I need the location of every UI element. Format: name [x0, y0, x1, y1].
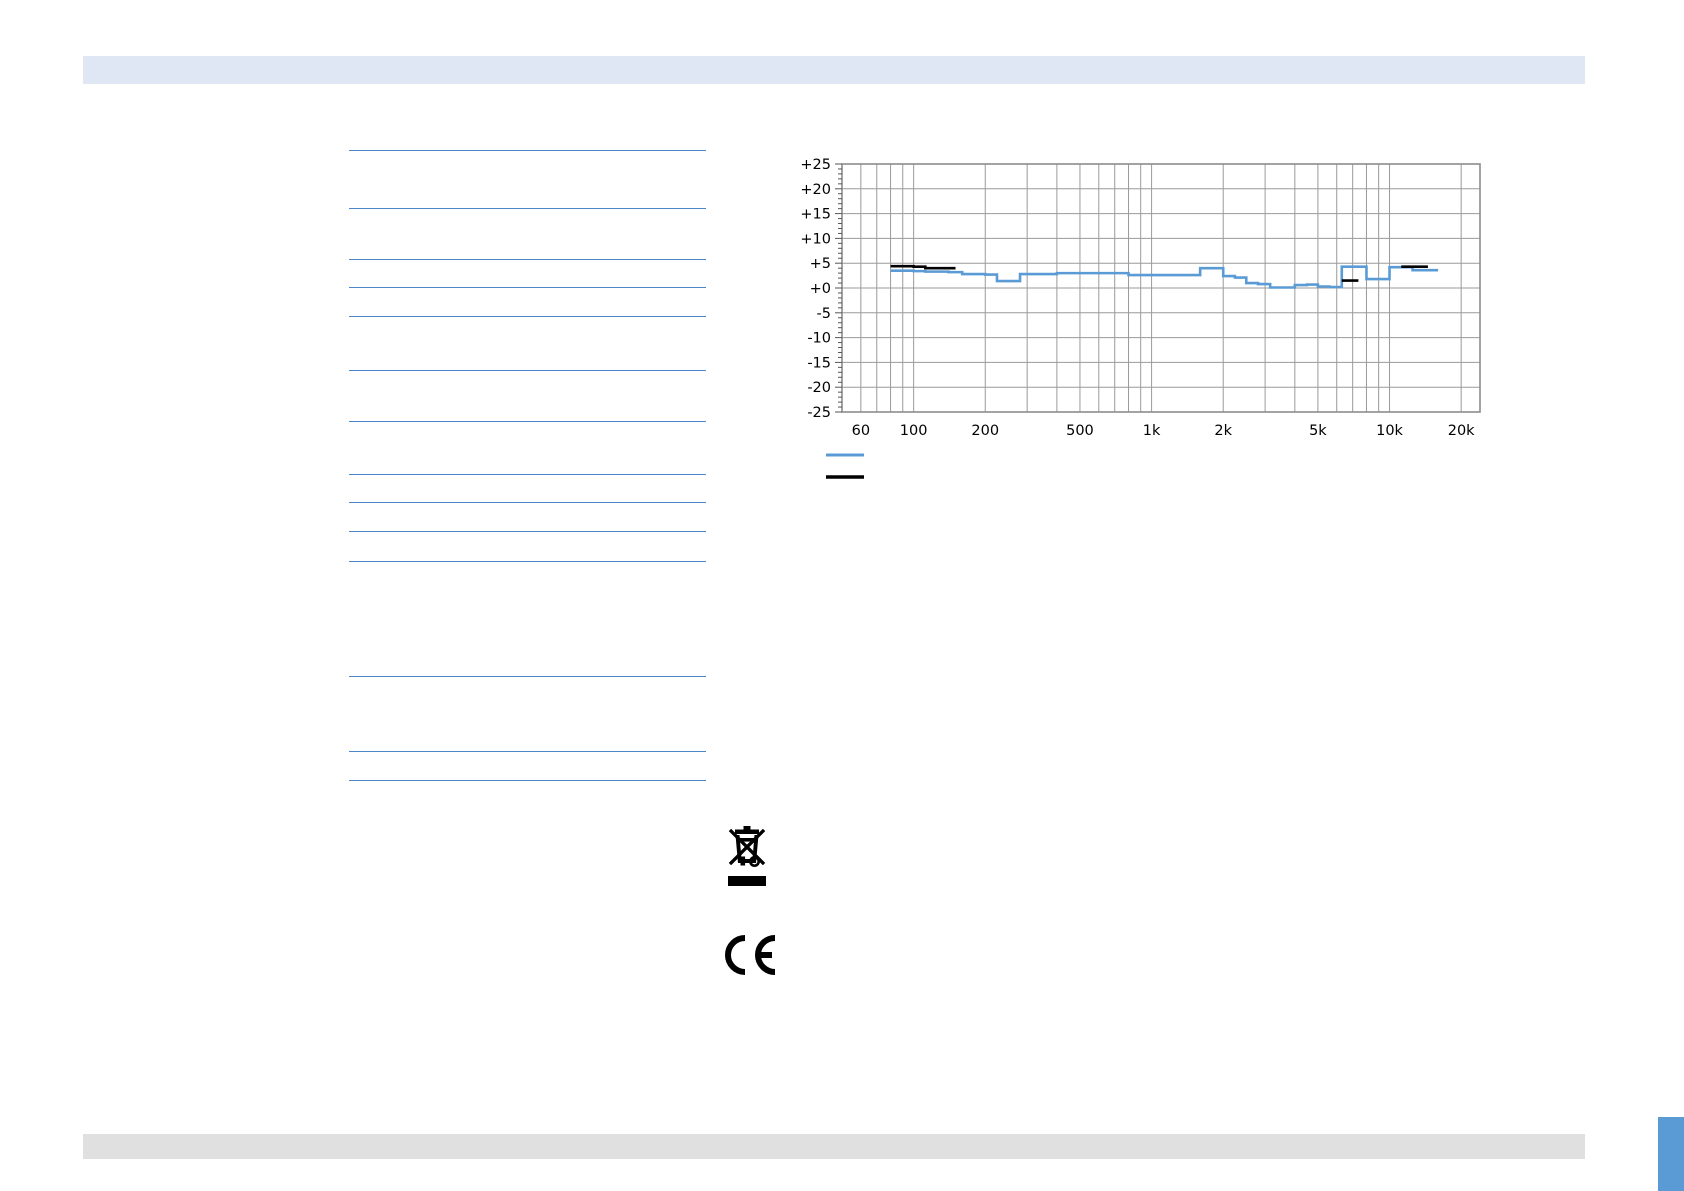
specification-table — [349, 150, 706, 781]
spec-row-value — [509, 532, 706, 561]
x-tick-label: 60 — [852, 423, 870, 439]
header-band — [83, 56, 1585, 84]
spec-row — [349, 150, 706, 208]
frequency-response-chart: +25 +20 +15 +10 +5 +0 -5 -10 -15 -20 -25 60 100 200 50… — [790, 150, 1490, 500]
spec-row-value — [509, 260, 706, 287]
x-tick-label: 20k — [1448, 423, 1475, 439]
spec-row-value — [509, 475, 706, 502]
spec-row — [349, 561, 706, 676]
y-axis-ticks — [835, 163, 842, 413]
weee-bin-icon — [716, 816, 778, 904]
y-tick-label: -20 — [807, 380, 831, 396]
spec-row — [349, 751, 706, 780]
y-tick-label: +5 — [810, 256, 831, 272]
spec-row-label — [349, 260, 509, 287]
x-tick-label: 100 — [900, 423, 928, 439]
spec-row-label — [349, 317, 509, 370]
spec-row — [349, 780, 706, 781]
y-tick-label: +20 — [800, 182, 831, 198]
x-tick-label: 200 — [971, 423, 999, 439]
chart-legend — [826, 453, 864, 479]
spec-row-value — [509, 288, 706, 316]
spec-row-value — [509, 562, 706, 676]
spec-row-label — [349, 209, 509, 259]
spec-row — [349, 316, 706, 370]
x-tick-label: 10k — [1376, 423, 1403, 439]
y-tick-label: -25 — [807, 405, 831, 421]
spec-row-value — [509, 752, 706, 780]
x-tick-label: 2k — [1214, 423, 1232, 439]
x-axis-labels: 60 100 200 500 1k 2k 5k 10k 20k — [852, 423, 1476, 439]
spec-row-value — [509, 317, 706, 370]
series-reference-response — [890, 264, 956, 270]
y-tick-label: -15 — [807, 355, 831, 371]
spec-row-label — [349, 371, 509, 421]
y-tick-label: -5 — [817, 306, 831, 322]
spec-row-value — [509, 371, 706, 421]
y-axis-labels: +25 +20 +15 +10 +5 +0 -5 -10 -15 -20 -25 — [800, 157, 831, 421]
y-tick-label: +15 — [800, 207, 831, 223]
spec-row — [349, 474, 706, 502]
spec-row-value — [509, 209, 706, 259]
y-tick-label: +25 — [800, 157, 831, 173]
spec-row — [349, 421, 706, 474]
footer-band — [83, 1134, 1585, 1159]
y-tick-label: -10 — [807, 331, 831, 347]
ce-marking-icon — [723, 934, 779, 976]
spec-row — [349, 287, 706, 316]
spec-row — [349, 502, 706, 531]
x-tick-label: 500 — [1066, 423, 1094, 439]
y-tick-label: +10 — [800, 231, 831, 247]
spec-row-value — [509, 422, 706, 474]
spec-row-label — [349, 532, 509, 561]
x-tick-label: 5k — [1309, 423, 1327, 439]
spec-row-value — [509, 677, 706, 751]
spec-row — [349, 370, 706, 421]
spec-row-label — [349, 288, 509, 316]
x-tick-label: 1k — [1143, 423, 1161, 439]
spec-row — [349, 531, 706, 561]
spec-row-label — [349, 562, 509, 676]
spec-row-label — [349, 752, 509, 780]
series-on-axis-response — [890, 265, 1439, 289]
spec-row-label — [349, 422, 509, 474]
spec-row-value — [509, 151, 706, 208]
y-tick-label: +0 — [810, 281, 831, 297]
spec-row-label — [349, 151, 509, 208]
spec-row-value — [509, 503, 706, 531]
spec-row — [349, 208, 706, 259]
corner-accent-block — [1658, 1117, 1684, 1191]
spec-row-label — [349, 475, 509, 502]
frequency-response-plot: +25 +20 +15 +10 +5 +0 -5 -10 -15 -20 -25 60 100 200 50… — [800, 157, 1481, 479]
spec-row-label — [349, 677, 509, 751]
spec-row — [349, 259, 706, 287]
spec-row — [349, 676, 706, 751]
spec-row-label — [349, 503, 509, 531]
